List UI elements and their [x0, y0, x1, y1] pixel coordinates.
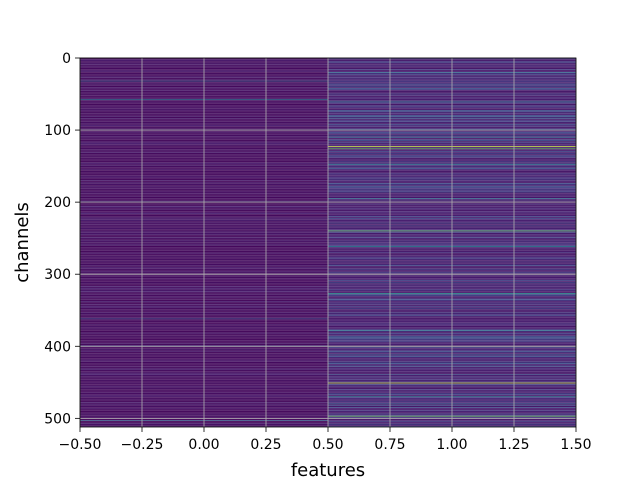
- x-tick-label: 1.25: [498, 437, 529, 453]
- x-tick-label: −0.25: [121, 437, 164, 453]
- x-tick-label: −0.50: [59, 437, 102, 453]
- x-tick-label: 0.00: [188, 437, 219, 453]
- x-tick-label: 0.25: [250, 437, 281, 453]
- y-tick-label: 300: [44, 267, 71, 283]
- y-axis: 0 100 200 300 400 500: [44, 51, 80, 427]
- x-tick-label: 0.50: [312, 437, 343, 453]
- y-tick-label: 500: [44, 411, 71, 427]
- x-tick-label: 0.75: [374, 437, 405, 453]
- y-tick-label: 200: [44, 195, 71, 211]
- x-axis: −0.50 −0.25 0.00 0.25 0.50 0.75 1.00 1.25 1.50: [59, 427, 592, 453]
- x-axis-label: features: [291, 460, 365, 480]
- plot-area: [79, 57, 577, 428]
- y-tick-label: 0: [62, 51, 71, 67]
- y-tick-label: 400: [44, 339, 71, 355]
- x-tick-label: 1.00: [436, 437, 467, 453]
- y-axis-label: channels: [12, 202, 33, 283]
- y-tick-label: 100: [44, 123, 71, 139]
- x-tick-label: 1.50: [560, 437, 591, 453]
